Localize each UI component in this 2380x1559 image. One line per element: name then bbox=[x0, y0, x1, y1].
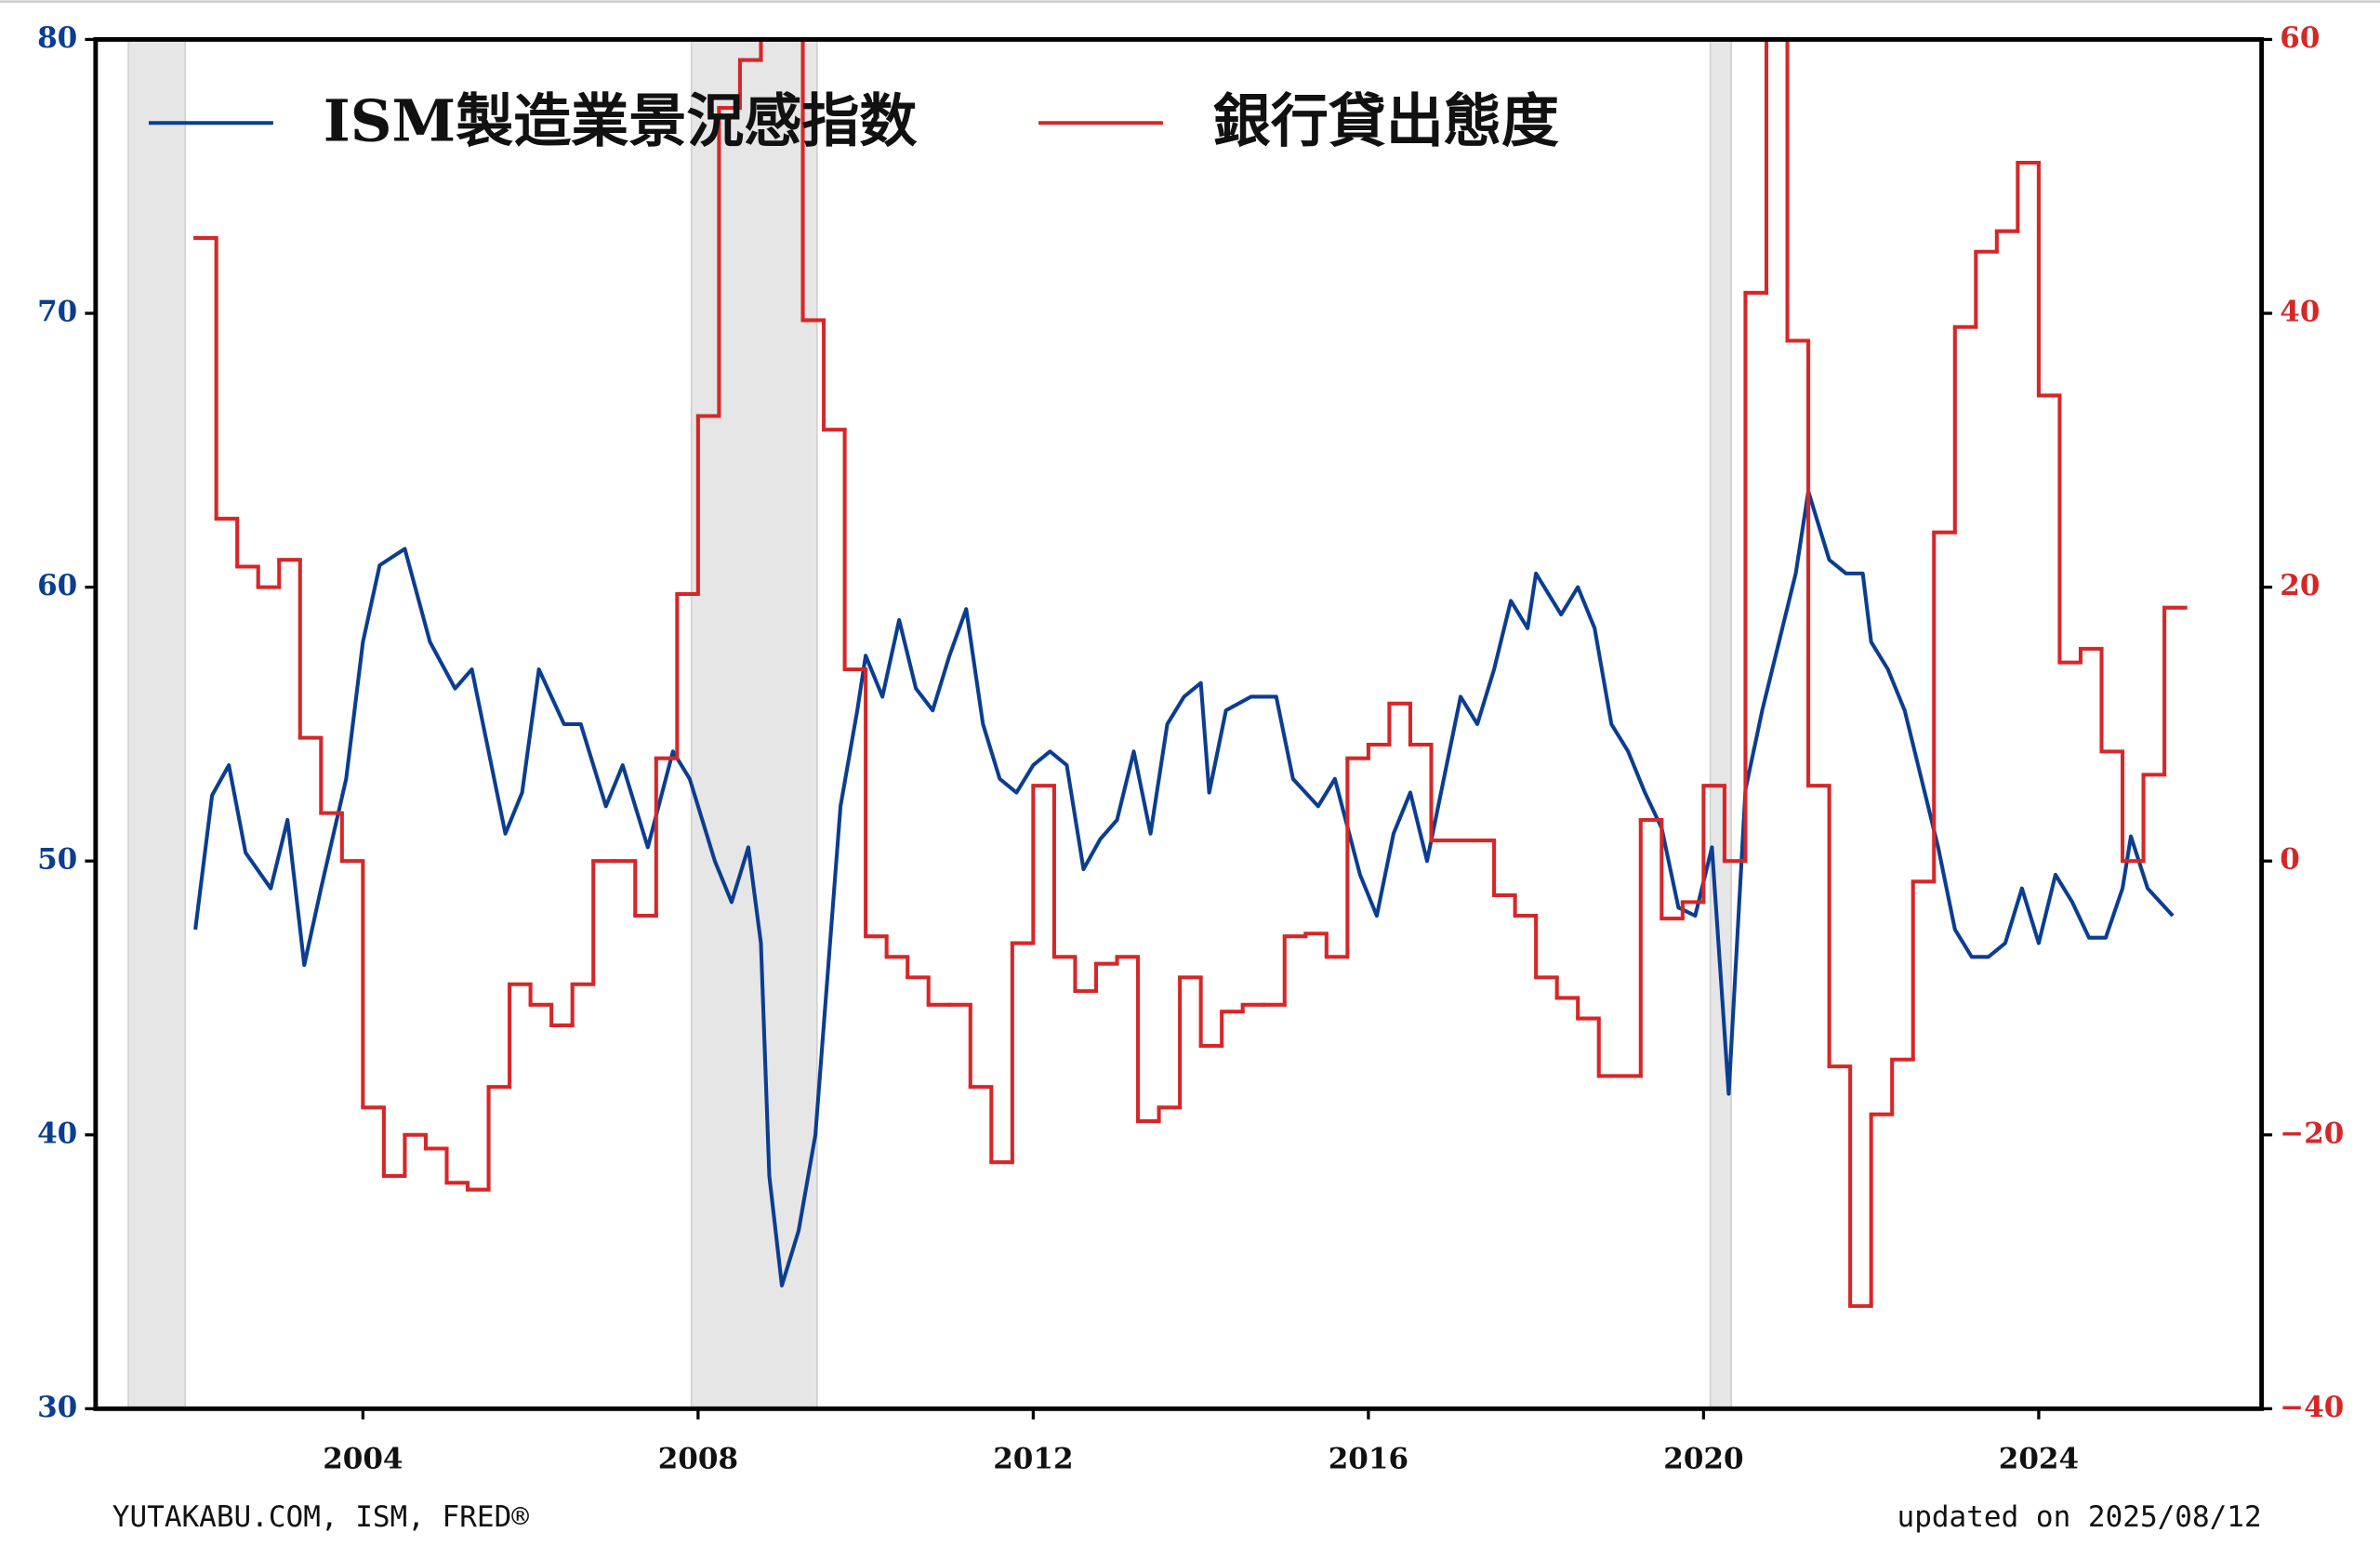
x-tick-label: 2016 bbox=[1329, 1442, 1408, 1475]
source-note: YUTAKABU.COM, ISM, FRED® bbox=[112, 1500, 529, 1534]
y2-tick-label: 20 bbox=[2280, 569, 2320, 602]
y-tick-label: 40 bbox=[37, 1116, 77, 1150]
axes-frame bbox=[93, 37, 2265, 1411]
y-tick-label: 50 bbox=[37, 843, 77, 877]
y2-tick-label: 60 bbox=[2280, 21, 2320, 55]
recession-band bbox=[127, 39, 187, 1409]
y-tick-label: 70 bbox=[37, 296, 77, 329]
y2-tick-label: 0 bbox=[2280, 843, 2300, 877]
y2-tick-label: −40 bbox=[2280, 1391, 2344, 1424]
y-tick-label: 60 bbox=[37, 569, 77, 602]
y2-tick-label: −20 bbox=[2280, 1116, 2344, 1150]
y-tick-label: 80 bbox=[37, 21, 77, 55]
legend-label: ISM製造業景況感指数 bbox=[324, 87, 919, 155]
y-tick-label: 30 bbox=[37, 1391, 77, 1424]
step-connector bbox=[214, 39, 2167, 1306]
plot-area bbox=[127, 39, 2188, 1409]
y2-tick-label: 40 bbox=[2280, 296, 2320, 329]
recession-band bbox=[690, 39, 818, 1409]
x-tick-label: 2012 bbox=[993, 1442, 1073, 1475]
x-tick-label: 2004 bbox=[323, 1442, 403, 1475]
recession-band bbox=[1709, 39, 1732, 1409]
x-tick-label: 2024 bbox=[1999, 1442, 2079, 1475]
legend-label: 銀行貸出態度 bbox=[1213, 87, 1559, 155]
ticks: 30 40 50 60 70 80 −40 −20 0 20 40 60 2004 2008 2012 201… bbox=[37, 21, 2344, 1475]
line-series bbox=[193, 489, 2175, 1288]
updated-note: updated on 2025/08/12 bbox=[1897, 1500, 2262, 1534]
x-tick-label: 2020 bbox=[1663, 1442, 1743, 1475]
x-tick-label: 2008 bbox=[658, 1442, 738, 1475]
legend: ISM製造業景況感指数 銀行貸出態度 bbox=[149, 87, 1559, 155]
